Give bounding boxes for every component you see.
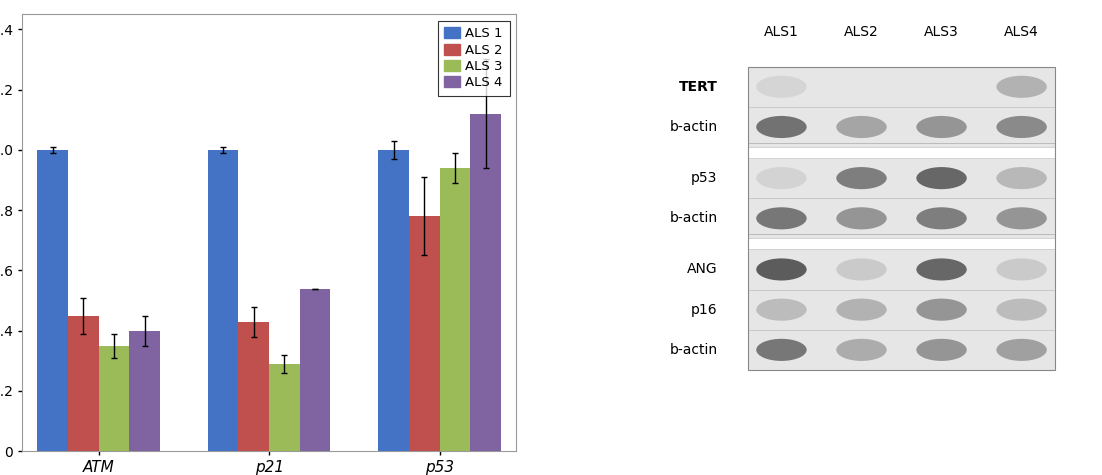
Ellipse shape: [756, 207, 807, 229]
Ellipse shape: [836, 299, 887, 321]
FancyBboxPatch shape: [748, 249, 1055, 290]
Text: b-actin: b-actin: [669, 343, 717, 357]
Text: p53: p53: [691, 171, 717, 185]
Text: ANG: ANG: [687, 263, 717, 276]
Ellipse shape: [917, 339, 966, 361]
Ellipse shape: [917, 258, 966, 281]
Ellipse shape: [756, 116, 807, 138]
Ellipse shape: [836, 339, 887, 361]
Bar: [269, 364, 300, 451]
Bar: [208, 150, 238, 451]
Ellipse shape: [996, 76, 1047, 98]
Text: ALS3: ALS3: [925, 25, 959, 39]
Text: ALS2: ALS2: [844, 25, 879, 39]
Ellipse shape: [996, 116, 1047, 138]
Bar: [378, 150, 409, 451]
FancyBboxPatch shape: [748, 107, 1055, 147]
Ellipse shape: [756, 299, 807, 321]
Legend: ALS 1, ALS 2, ALS 3, ALS 4: ALS 1, ALS 2, ALS 3, ALS 4: [437, 21, 509, 96]
FancyBboxPatch shape: [748, 158, 1055, 198]
Bar: [300, 288, 331, 451]
Text: p16: p16: [691, 303, 717, 317]
Ellipse shape: [756, 167, 807, 189]
Ellipse shape: [836, 116, 887, 138]
Bar: [409, 216, 440, 451]
Bar: [37, 150, 68, 451]
Text: ALS1: ALS1: [764, 25, 799, 39]
Ellipse shape: [996, 339, 1047, 361]
Ellipse shape: [836, 76, 887, 98]
Bar: [129, 331, 160, 451]
Text: ALS4: ALS4: [1004, 25, 1039, 39]
Text: TERT: TERT: [679, 80, 717, 94]
Ellipse shape: [836, 258, 887, 281]
Ellipse shape: [836, 167, 887, 189]
Text: b-actin: b-actin: [669, 211, 717, 225]
FancyBboxPatch shape: [748, 290, 1055, 330]
Ellipse shape: [917, 76, 966, 98]
Ellipse shape: [836, 207, 887, 229]
Ellipse shape: [917, 207, 966, 229]
Ellipse shape: [756, 258, 807, 281]
Ellipse shape: [996, 167, 1047, 189]
Bar: [99, 346, 129, 451]
Bar: [440, 168, 471, 451]
Bar: [471, 114, 500, 451]
FancyBboxPatch shape: [748, 330, 1055, 370]
Bar: [238, 322, 269, 451]
Text: b-actin: b-actin: [669, 120, 717, 134]
Ellipse shape: [917, 299, 966, 321]
Ellipse shape: [756, 76, 807, 98]
FancyBboxPatch shape: [748, 198, 1055, 238]
Ellipse shape: [996, 207, 1047, 229]
Ellipse shape: [996, 299, 1047, 321]
Bar: [68, 315, 99, 451]
Ellipse shape: [917, 116, 966, 138]
Ellipse shape: [917, 167, 966, 189]
Ellipse shape: [756, 339, 807, 361]
FancyBboxPatch shape: [748, 66, 1055, 107]
Ellipse shape: [996, 258, 1047, 281]
